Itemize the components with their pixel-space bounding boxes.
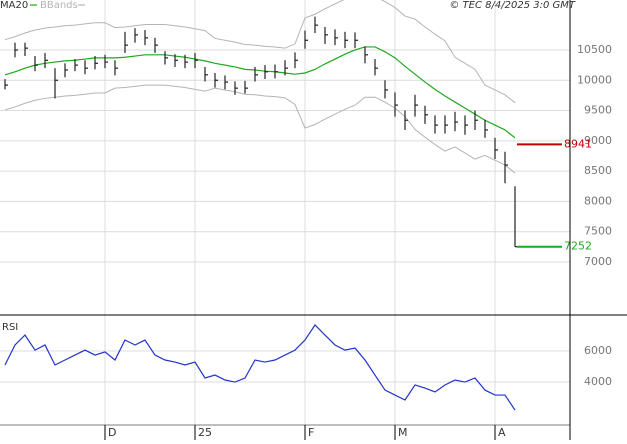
x-tick-label: D bbox=[108, 426, 116, 439]
y-tick-label: 4000 bbox=[584, 375, 612, 388]
x-tick-label: A bbox=[498, 426, 506, 439]
bband-lower bbox=[4, 84, 516, 174]
y-tick-label: 9000 bbox=[584, 134, 612, 147]
y-tick-label: 10000 bbox=[577, 73, 612, 86]
labels: 7000 7500 8000 8500 9000 9500 10000 10500 6000 40… bbox=[78, 4, 612, 440]
y-tick-label: 7000 bbox=[584, 255, 612, 268]
y-tick-label: 6000 bbox=[584, 344, 612, 357]
grid bbox=[0, 0, 570, 440]
credit: © TEC 8/4/2025 3:0 GMT bbox=[449, 0, 576, 11]
rsi-panel bbox=[4, 324, 516, 411]
price-level-label: 7252 bbox=[564, 240, 592, 253]
y-tick-label: 10500 bbox=[577, 43, 612, 56]
ma20-line bbox=[4, 46, 516, 139]
legend-bbands: BBands bbox=[40, 0, 78, 11]
y-tick-label: 9500 bbox=[584, 104, 612, 117]
legend-ma20: MA20 bbox=[0, 0, 28, 11]
y-tick-label: 7500 bbox=[584, 225, 612, 238]
x-tick-label: 25 bbox=[198, 426, 212, 439]
y-tick-label: 8500 bbox=[584, 164, 612, 177]
price-level-label: 8941 bbox=[564, 137, 592, 150]
x-tick-label: M bbox=[398, 426, 408, 439]
rsi-title: RSI bbox=[2, 322, 18, 333]
x-tick-label: F bbox=[308, 426, 314, 439]
rsi-line bbox=[4, 324, 516, 411]
price-panel bbox=[4, 0, 518, 248]
bband-upper bbox=[4, 0, 516, 104]
y-tick-label: 8000 bbox=[584, 194, 612, 207]
